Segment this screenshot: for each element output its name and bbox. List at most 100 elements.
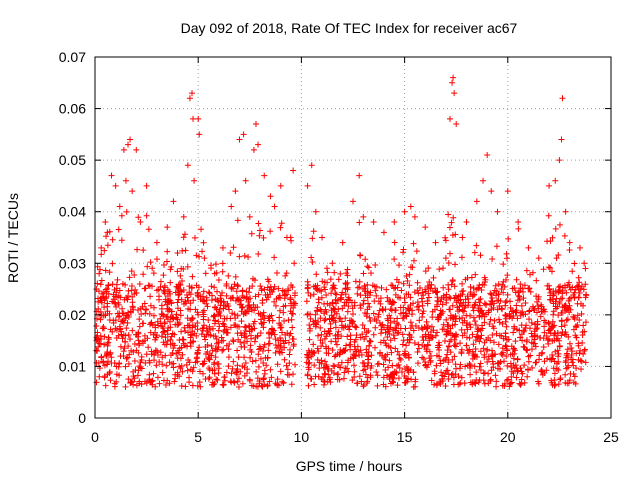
data-point <box>262 291 269 298</box>
data-point <box>277 224 284 231</box>
data-point <box>327 276 334 283</box>
data-point <box>96 373 103 380</box>
data-point <box>322 343 329 350</box>
data-point <box>476 302 483 309</box>
data-point <box>125 331 132 338</box>
data-point <box>260 309 267 316</box>
data-point <box>502 276 509 283</box>
data-point <box>232 273 239 280</box>
data-point <box>388 372 395 379</box>
data-point <box>351 352 358 359</box>
data-point <box>305 281 312 288</box>
data-point <box>492 372 499 379</box>
data-point <box>498 286 505 293</box>
data-point <box>469 331 476 338</box>
data-point <box>360 381 367 388</box>
data-point <box>188 285 195 292</box>
data-point <box>177 355 184 362</box>
data-point <box>122 281 129 288</box>
data-point <box>240 131 247 138</box>
data-point <box>208 342 215 349</box>
data-point <box>469 355 476 362</box>
plot-frame <box>94 56 612 419</box>
data-point <box>375 311 382 318</box>
data-point <box>209 347 216 354</box>
data-point <box>549 234 556 241</box>
data-point <box>177 272 184 279</box>
data-point <box>513 374 520 381</box>
data-point <box>133 146 140 153</box>
data-point <box>379 307 386 314</box>
data-point <box>258 382 265 389</box>
data-point <box>131 271 138 278</box>
data-point <box>479 325 486 332</box>
data-point <box>567 286 574 293</box>
data-point <box>317 324 324 331</box>
data-point <box>403 313 410 320</box>
data-point <box>566 246 573 253</box>
data-point <box>97 266 104 273</box>
data-point <box>495 316 502 323</box>
data-point <box>200 288 207 295</box>
data-point <box>357 305 364 312</box>
data-point <box>227 295 234 302</box>
data-point <box>547 289 554 296</box>
data-point <box>544 337 551 344</box>
data-point <box>205 375 212 382</box>
data-point <box>392 291 399 298</box>
data-point <box>141 300 148 307</box>
data-point <box>526 316 533 323</box>
data-points <box>93 74 590 391</box>
data-point <box>507 304 514 311</box>
data-point <box>581 328 588 335</box>
data-point <box>374 382 381 389</box>
data-point <box>261 370 268 377</box>
data-point <box>318 308 325 315</box>
data-point <box>553 255 560 262</box>
data-point <box>147 302 154 309</box>
data-point <box>344 266 351 273</box>
data-point <box>136 280 143 287</box>
data-point <box>323 291 330 298</box>
data-point <box>358 351 365 358</box>
data-point <box>252 357 259 364</box>
data-point <box>458 374 465 381</box>
data-point <box>235 336 242 343</box>
data-point <box>391 371 398 378</box>
data-point <box>178 265 185 272</box>
data-point <box>477 366 484 373</box>
data-point <box>191 177 198 184</box>
data-point <box>95 298 102 305</box>
data-point <box>341 348 348 355</box>
data-point <box>193 354 200 361</box>
data-point <box>420 355 427 362</box>
data-point <box>196 344 203 351</box>
data-point <box>126 336 133 343</box>
data-point <box>383 372 390 379</box>
data-point <box>233 288 240 295</box>
data-point <box>113 294 120 301</box>
data-point <box>515 225 522 232</box>
data-point <box>427 357 434 364</box>
data-point <box>575 340 582 347</box>
data-point <box>307 375 314 382</box>
data-point <box>251 338 258 345</box>
data-point <box>413 248 420 255</box>
data-point <box>234 295 241 302</box>
data-point <box>467 362 474 369</box>
data-point <box>326 374 333 381</box>
data-point <box>503 377 510 384</box>
data-point <box>205 365 212 372</box>
data-point <box>338 291 345 298</box>
data-point <box>400 280 407 287</box>
data-point <box>184 367 191 374</box>
data-point <box>428 281 435 288</box>
data-point <box>224 300 231 307</box>
data-point <box>455 308 462 315</box>
data-point <box>332 324 339 331</box>
data-point <box>215 365 222 372</box>
data-point <box>266 378 273 385</box>
data-point <box>321 358 328 365</box>
data-point <box>274 361 281 368</box>
data-point <box>528 339 535 346</box>
